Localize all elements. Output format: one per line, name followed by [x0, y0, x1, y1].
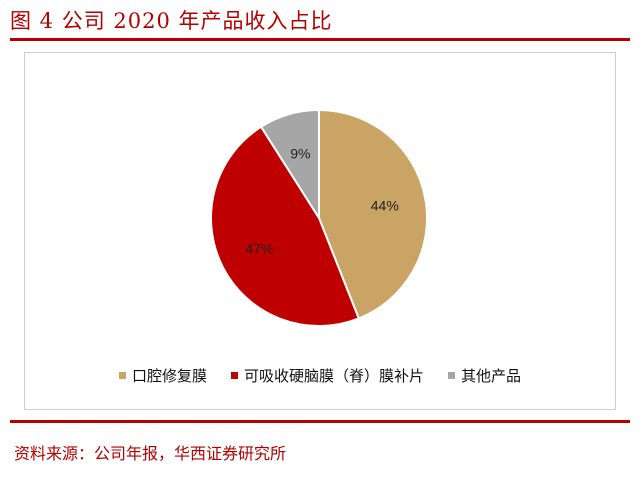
legend-item-0: 口腔修复膜 [118, 365, 207, 386]
legend-label-1: 可吸收硬脑膜（脊）膜补片 [243, 367, 424, 385]
title-rule [10, 38, 630, 41]
legend-swatch-0 [118, 372, 126, 379]
source-note: 资料来源：公司年报，华西证券研究所 [14, 444, 287, 463]
source-rule [10, 420, 630, 423]
legend-item-2: 其他产品 [448, 365, 521, 386]
legend-label-0: 口腔修复膜 [131, 367, 207, 385]
pie-slice-label-2: 9% [290, 146, 310, 162]
pie-slice-label-0: 44% [371, 197, 399, 213]
legend-swatch-2 [448, 372, 455, 379]
figure-title: 图 4 公司 2020 年产品收入占比 [10, 9, 333, 33]
pie-chart: 44% 47% 9% [210, 108, 428, 327]
legend-label-2: 其他产品 [461, 367, 522, 385]
legend-swatch-1 [230, 372, 238, 379]
pie-slice-1 [210, 125, 361, 327]
pie-slice-2 [259, 108, 320, 222]
legend-item-1: 可吸收硬脑膜（脊）膜补片 [230, 365, 424, 386]
pie-slice-label-1: 47% [245, 240, 273, 256]
chart-panel: 44% 47% 9% 口腔修复膜 可吸收硬脑膜（脊）膜补片 其他产品 [24, 52, 616, 410]
pie-slice-0 [318, 108, 428, 320]
chart-legend: 口腔修复膜 可吸收硬脑膜（脊）膜补片 其他产品 [25, 365, 615, 386]
